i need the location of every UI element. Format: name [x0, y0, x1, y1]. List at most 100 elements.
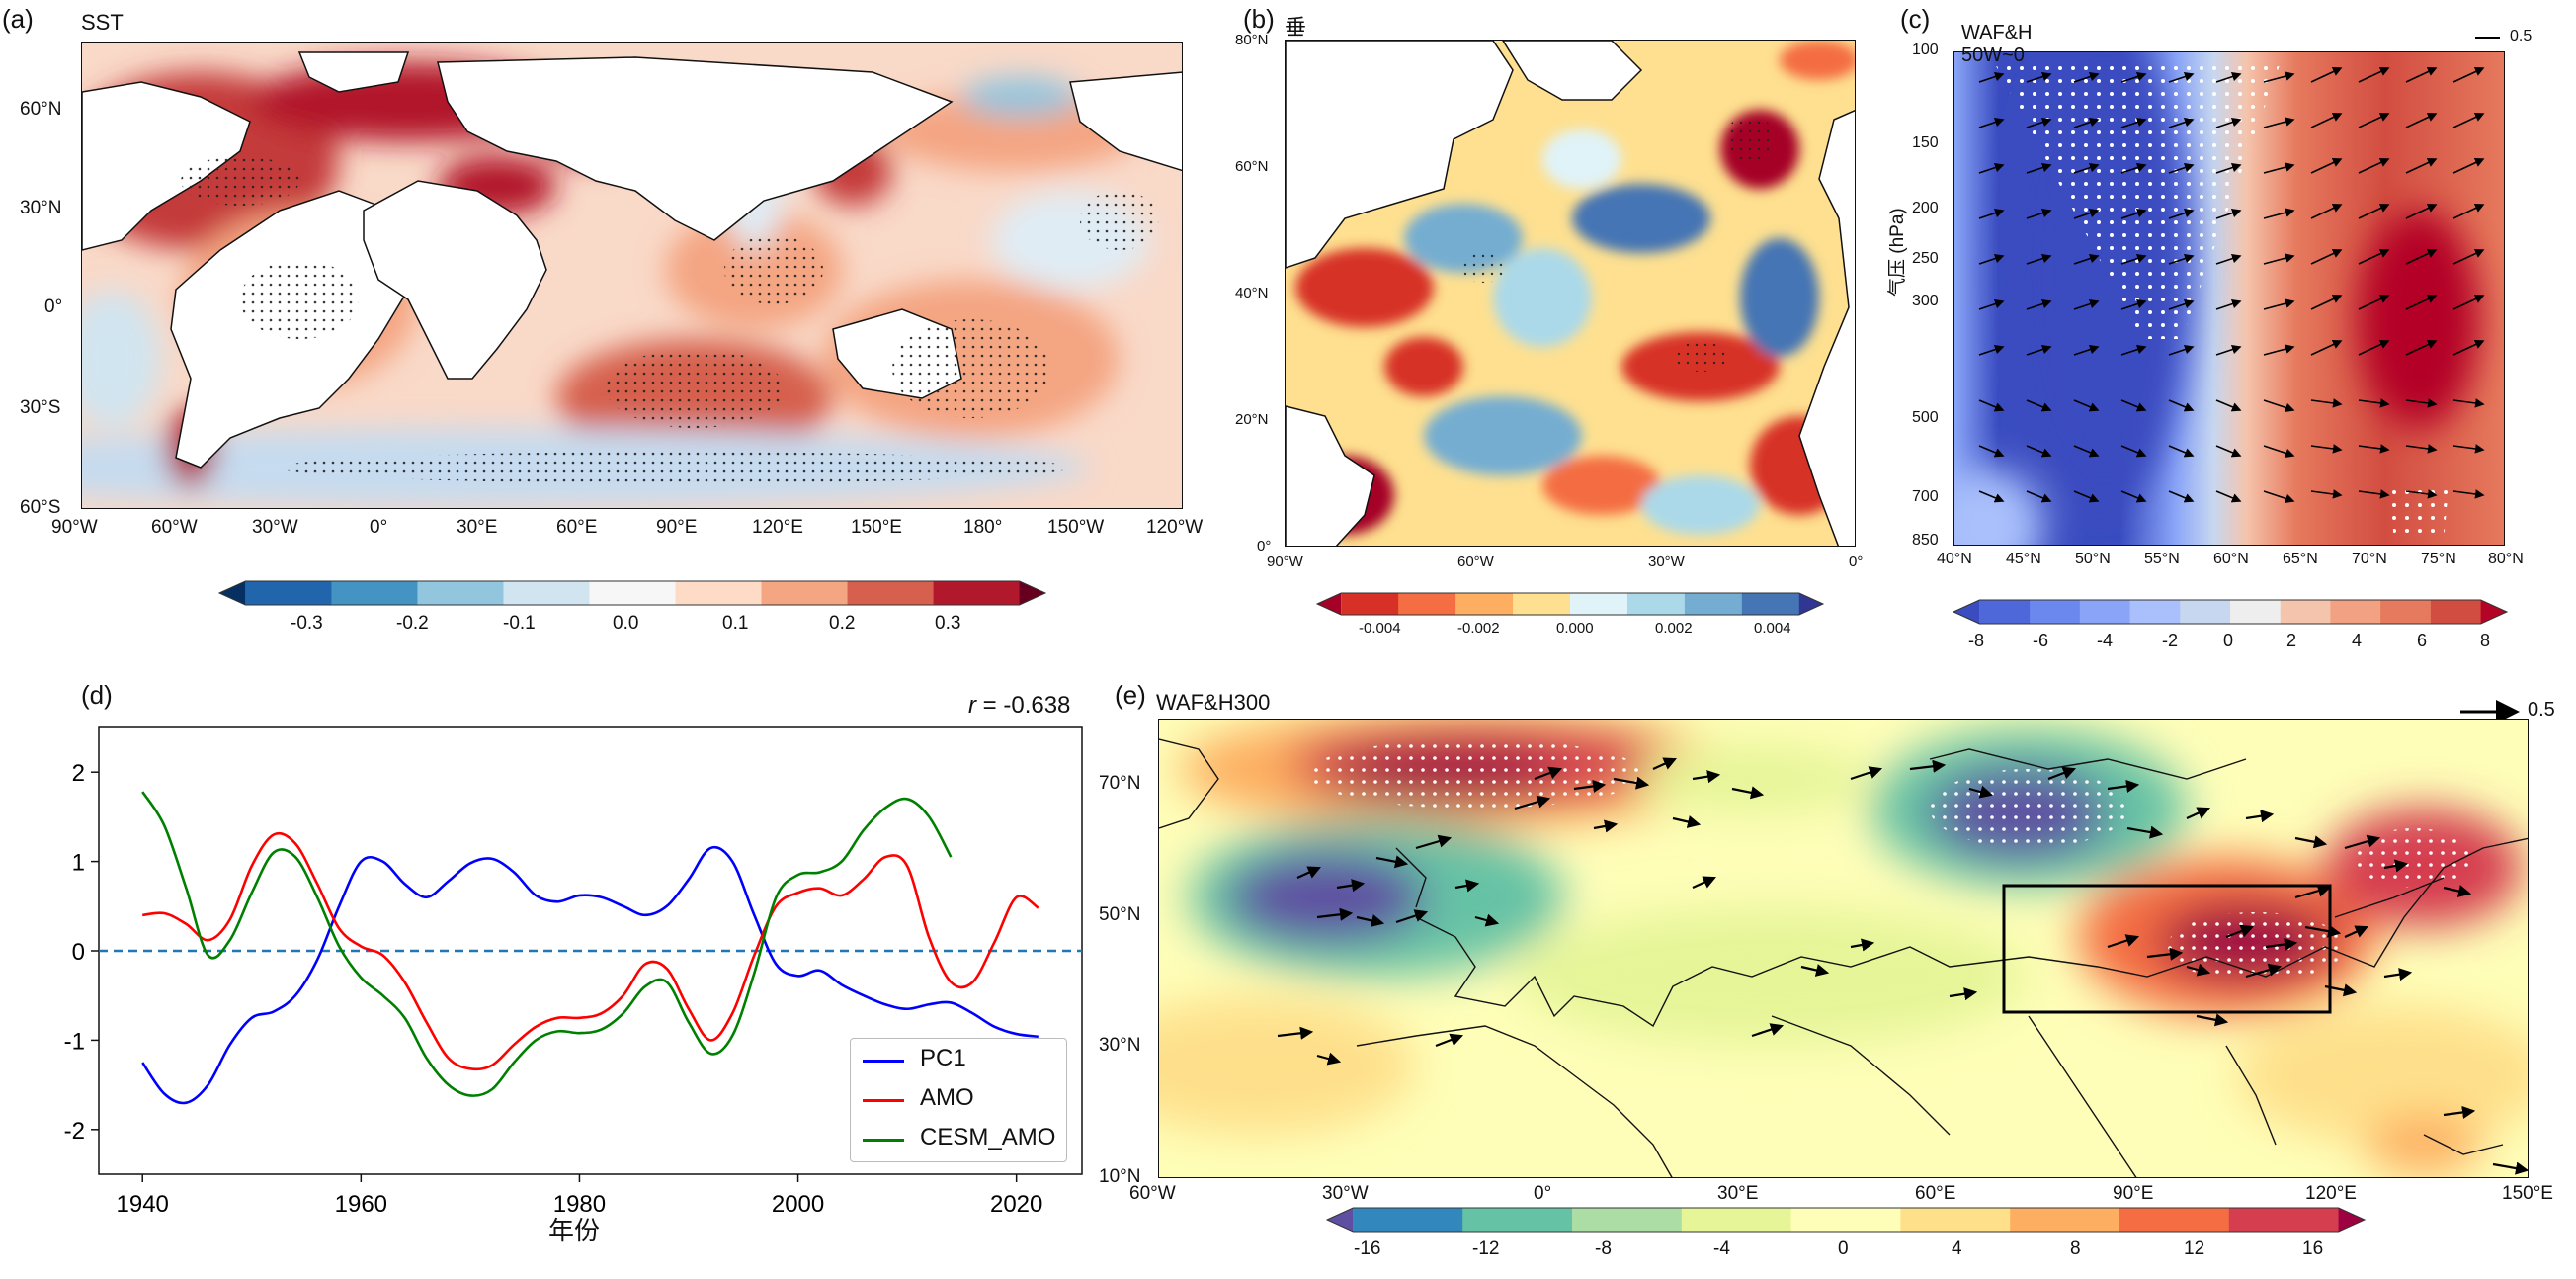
panel-e-label: (e) [1115, 680, 1146, 710]
legend-swatch-amo [863, 1099, 904, 1102]
flux-arrow [2405, 113, 2438, 128]
flux-arrow [2107, 934, 2140, 949]
flux-arrow [2265, 937, 2298, 951]
b-cbtick: -0.004 [1359, 620, 1401, 637]
cb-a-segment [761, 581, 849, 605]
b-ytick: 80°N [1235, 32, 1269, 48]
c-ytick: 100 [1912, 42, 1939, 58]
flux-arrow [2358, 67, 2390, 83]
b-ytick: 60°N [1235, 158, 1269, 175]
flux-arrow [2245, 963, 2283, 979]
b-xtick: 0° [1849, 554, 1864, 570]
flux-arrow [2358, 204, 2390, 219]
flux-arrow [2186, 807, 2211, 820]
flux-arrow [2120, 162, 2147, 174]
c-cbtick: -4 [2097, 631, 2114, 650]
flux-arrow [2304, 924, 2342, 938]
panel-a-label: (a) [2, 4, 34, 34]
a-cbtick: -0.2 [396, 613, 429, 634]
cb-c-segment [2380, 600, 2432, 624]
flux-arrow [1692, 770, 1721, 784]
e-ytick: 10°N [1099, 1166, 1141, 1187]
c-ytick: 300 [1912, 293, 1939, 309]
flux-arrow [2215, 344, 2242, 356]
flux-arrow [2443, 885, 2472, 897]
c-cbtick: 0 [2223, 631, 2234, 650]
flux-arrow [2073, 399, 2100, 412]
e-cbtick: -8 [1595, 1238, 1612, 1259]
flux-arrow [2405, 398, 2438, 408]
c-ytick: 700 [1912, 488, 1939, 505]
flux-arrow [2107, 779, 2140, 793]
c-ref-arrow-label: 0.5 [2510, 28, 2533, 44]
flux-arrow [2310, 113, 2343, 128]
flux-arrow [2405, 249, 2438, 265]
flux-arrow [2492, 1161, 2528, 1175]
flux-arrow [2405, 489, 2438, 499]
flux-arrow [2120, 117, 2147, 128]
cb-e-min-extend [1327, 1208, 1354, 1232]
cb-b-segment [1398, 593, 1456, 615]
flux-arrow [2344, 834, 2381, 850]
cb-a-max-extend [1019, 581, 1045, 605]
x-tick-label: 2020 [990, 1191, 1042, 1218]
series-line-pc1 [141, 845, 1039, 1105]
cb-e-segment [1900, 1208, 2011, 1232]
flux-arrow [2263, 298, 2295, 310]
flux-arrow [2120, 344, 2147, 356]
a-ytick: 0° [44, 297, 63, 317]
cb-e-outline [1325, 1207, 2367, 1233]
flux-arrow [1909, 759, 1947, 773]
flux-arrow [2026, 344, 2052, 356]
series-line-amo [142, 831, 1039, 1071]
flux-arrow [2146, 947, 2184, 961]
flux-arrow [2294, 884, 2332, 899]
flux-arrow [2383, 968, 2413, 981]
flux-arrow [2358, 398, 2390, 408]
e-cbtick: 12 [2184, 1238, 2205, 1259]
flux-arrow [2344, 925, 2369, 939]
b-cbtick: -0.002 [1457, 620, 1500, 637]
c-ytick: 500 [1912, 409, 1939, 426]
e-cbtick: -4 [1713, 1238, 1730, 1259]
flux-arrow [1978, 208, 2005, 219]
cb-b-min-extend [1317, 593, 1342, 615]
cb-e-segment [2228, 1208, 2340, 1232]
flux-arrow [1454, 879, 1480, 893]
flux-arrow [2026, 162, 2052, 174]
b-xtick: 60°W [1457, 554, 1494, 570]
flux-arrow [2168, 162, 2195, 174]
a-xtick: 120°W [1146, 517, 1204, 538]
omega-map [1285, 40, 1856, 547]
legend-swatch-pc1 [863, 1060, 904, 1063]
flux-arrow [2026, 117, 2052, 128]
x-tick-label: 2000 [772, 1191, 824, 1218]
c-xtick: 75°N [2421, 551, 2456, 567]
flux-arrow [1435, 1033, 1464, 1048]
omega-map-field [1286, 41, 1855, 546]
a-xtick: 150°W [1047, 517, 1105, 538]
flux-arrow [2452, 113, 2485, 128]
flux-arrow [2120, 298, 2147, 310]
flux-arrow [2215, 298, 2242, 310]
cb-b-outline [1315, 592, 1825, 616]
flux-arrow [2245, 810, 2275, 823]
cb-c-segment [2030, 600, 2081, 624]
cb-c-segment [2330, 600, 2381, 624]
cb-b-segment [1341, 593, 1399, 615]
flux-arrow [2452, 398, 2485, 408]
waf-map [1158, 719, 2529, 1178]
a-cbtick: -0.3 [291, 613, 323, 634]
a-cbtick: 0.1 [722, 613, 749, 634]
flux-arrow [2358, 444, 2390, 454]
flux-arrow [1978, 253, 2005, 265]
b-xtick: 90°W [1267, 554, 1303, 570]
c-cbtick: 4 [2352, 631, 2363, 650]
flux-arrow [2405, 295, 2438, 310]
flux-arrow [1613, 776, 1650, 790]
flux-arrow [1573, 779, 1607, 793]
flux-arrow [1978, 344, 2005, 356]
cb-a-segment [503, 581, 590, 605]
flux-arrow [2310, 249, 2343, 265]
